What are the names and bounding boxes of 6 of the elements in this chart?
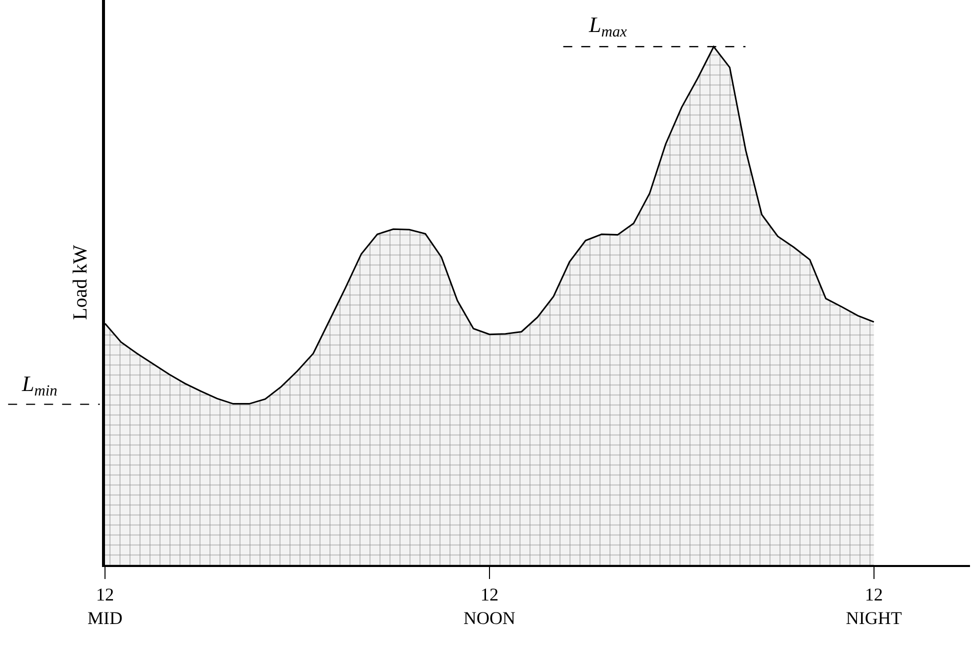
x-tick-label: 12 NOON <box>463 584 516 628</box>
y-axis-title: Load kW <box>70 244 92 320</box>
x-tick-label: 12 NIGHT <box>846 584 902 628</box>
ref-line-label: L$_{max}$ <box>588 12 628 41</box>
x-tick-label: 12 MID <box>88 584 122 628</box>
ref-line-label: L$_{min}$ <box>21 371 58 400</box>
